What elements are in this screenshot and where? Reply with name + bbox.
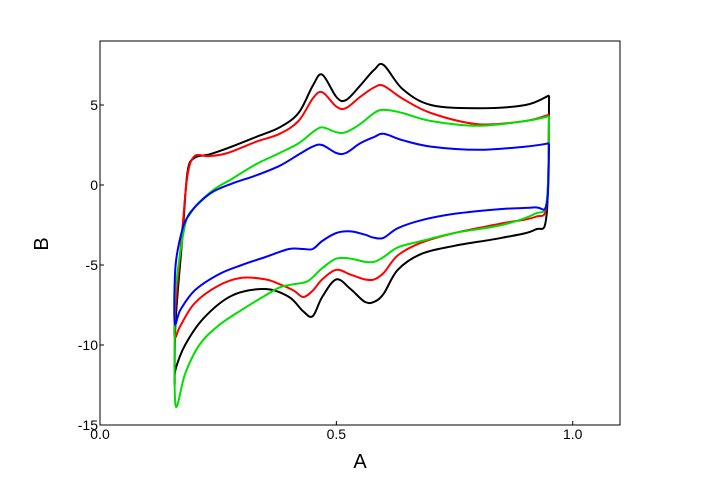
x-axis-title: A — [353, 451, 367, 473]
x-tick-label: 1.0 — [563, 426, 583, 442]
y-tick-label: -15 — [78, 417, 98, 433]
series-layer — [173, 62, 551, 408]
x-tick-label: 0.5 — [327, 426, 347, 442]
x-tick-label: 0.0 — [90, 426, 110, 442]
plot-frame — [99, 40, 621, 426]
y-tick-label: -5 — [86, 257, 99, 273]
series-line-4 — [173, 132, 551, 326]
series-line-1 — [173, 62, 551, 386]
x-axis-ticks: 0.0 0.5 1.0 — [90, 421, 583, 442]
y-tick-label: 5 — [90, 97, 98, 113]
y-tick-label: 0 — [90, 177, 98, 193]
y-axis-title: B — [31, 237, 53, 250]
y-axis-ticks: -15 -10 -5 0 5 — [78, 97, 104, 433]
series-line-2 — [173, 83, 551, 339]
series-line-3 — [173, 108, 551, 408]
y-tick-label: -10 — [78, 337, 98, 353]
